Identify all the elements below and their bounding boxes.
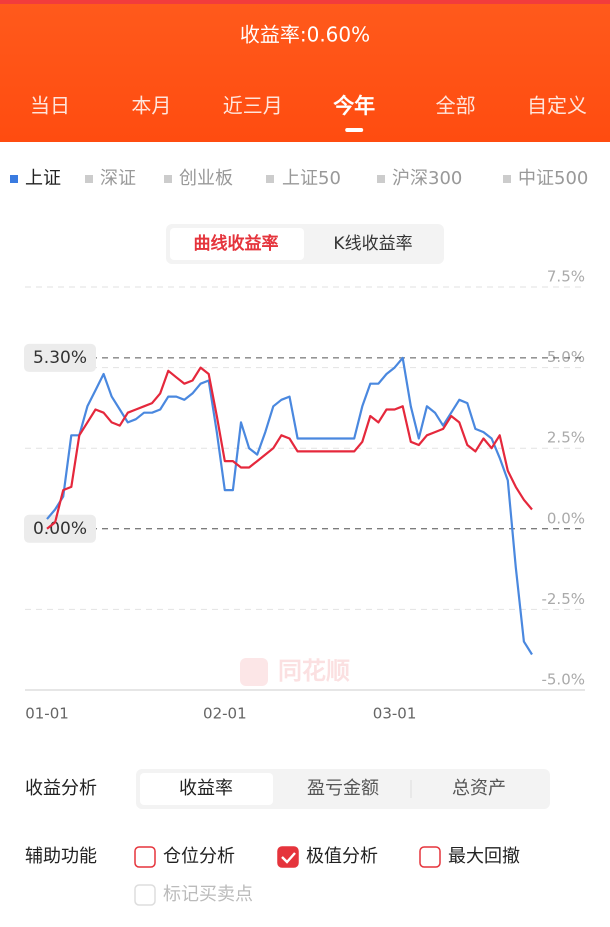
tab[interactable]: 当日 (30, 94, 70, 118)
status-strip (0, 0, 610, 4)
x-tick-label: 03-01 (373, 705, 417, 723)
header-bg (0, 0, 610, 142)
marker-box (24, 514, 96, 543)
y-tick-label: 7.5% (547, 268, 585, 286)
checkbox-label[interactable]: 仓位分析 (163, 846, 235, 867)
checkbox (134, 884, 156, 906)
watermark-logo (240, 658, 268, 686)
checkbox-label[interactable]: 极值分析 (306, 846, 378, 867)
marker-label: 0.00% (33, 519, 87, 539)
marker-label: 5.30% (33, 348, 87, 368)
toggle-option[interactable]: 曲线收益率 (194, 233, 279, 254)
tab[interactable]: 近三月 (223, 94, 283, 118)
header-title: 收益率:0.60% (240, 23, 370, 47)
tab[interactable]: 自定义 (527, 94, 587, 118)
tab[interactable]: 本月 (131, 94, 171, 118)
checkbox[interactable] (419, 846, 441, 868)
checkmark (281, 852, 296, 864)
checkbox[interactable] (134, 846, 156, 868)
segment-option[interactable]: 总资产 (452, 778, 506, 799)
x-tick-label: 02-01 (203, 705, 247, 723)
checkbox[interactable] (277, 846, 299, 868)
toggle-active (170, 228, 304, 260)
segment-active (140, 773, 273, 805)
y-tick-label: 2.5% (547, 429, 585, 447)
tab-underline (345, 128, 364, 132)
toggle-option[interactable]: K线收益率 (333, 234, 412, 254)
index-dot (10, 175, 18, 183)
y-tick-label: 0.0% (547, 509, 585, 527)
line-series (46, 356, 533, 656)
index-tab[interactable]: 沪深300 (392, 168, 462, 189)
y-tick-label: -2.5% (541, 590, 585, 608)
x-tick-label: 01-01 (25, 705, 69, 723)
index-tab[interactable]: 中证500 (518, 168, 588, 189)
y-tick-label: 5.0% (547, 348, 585, 366)
analysis-label: 收益分析 (25, 778, 97, 799)
watermark: 同花顺 (278, 657, 350, 685)
index-dot (85, 175, 93, 183)
tab[interactable]: 全部 (436, 94, 476, 118)
index-dot (503, 175, 511, 183)
segment-option[interactable]: 收益率 (179, 778, 233, 799)
tools-label: 辅助功能 (25, 846, 97, 867)
index-tab[interactable]: 上证50 (282, 168, 341, 189)
index-dot (377, 175, 385, 183)
index-tab[interactable]: 上证 (25, 168, 61, 189)
checkbox-label: 标记买卖点 (163, 884, 253, 905)
line-series (46, 366, 533, 530)
index-tab[interactable]: 深证 (100, 168, 136, 189)
index-tab[interactable]: 创业板 (179, 168, 233, 189)
segment-option[interactable]: 盈亏金额 (307, 778, 379, 799)
tab[interactable]: 今年 (333, 94, 375, 118)
marker-box (24, 343, 96, 372)
index-dot (266, 175, 274, 183)
checkbox-label[interactable]: 最大回撤 (448, 846, 520, 867)
y-tick-label: -5.0% (541, 671, 585, 689)
index-dot (164, 175, 172, 183)
